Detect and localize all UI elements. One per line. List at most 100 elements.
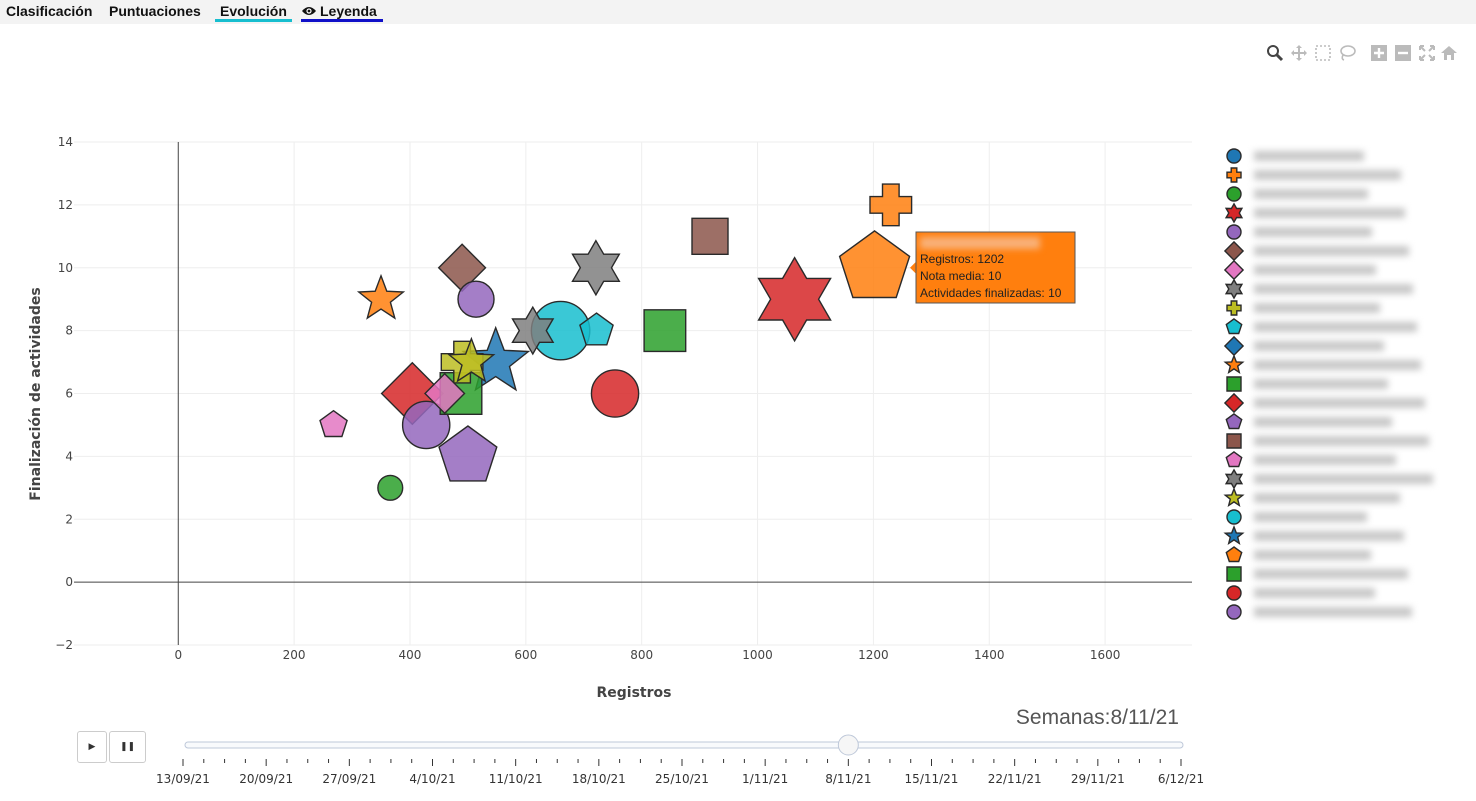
legend-symbol[interactable] xyxy=(1226,585,1242,601)
legend-symbol[interactable] xyxy=(1224,278,1244,300)
legend-label-redacted xyxy=(1254,303,1380,313)
zoom-in-icon[interactable] xyxy=(1370,44,1388,62)
legend-item[interactable] xyxy=(1226,300,1380,316)
slider-step-label[interactable]: 4/10/21 xyxy=(409,772,455,786)
legend-item[interactable] xyxy=(1225,451,1396,468)
legend-symbol[interactable] xyxy=(1225,546,1243,563)
legend-symbol[interactable] xyxy=(1223,335,1245,357)
data-point[interactable] xyxy=(438,425,498,482)
slider-step-label[interactable]: 15/11/21 xyxy=(905,772,959,786)
legend-item[interactable] xyxy=(1226,433,1429,449)
legend-item[interactable] xyxy=(1226,167,1401,183)
legend-item[interactable] xyxy=(1225,546,1371,563)
slider-step-label[interactable]: 22/11/21 xyxy=(988,772,1042,786)
legend-item[interactable] xyxy=(1223,240,1409,262)
legend-item[interactable] xyxy=(1223,524,1404,545)
data-point[interactable] xyxy=(571,239,621,297)
legend-item[interactable] xyxy=(1226,509,1367,525)
slider-step-label[interactable]: 8/11/21 xyxy=(825,772,871,786)
slider-rail[interactable] xyxy=(184,741,1184,749)
legend-symbol[interactable] xyxy=(1223,392,1245,414)
data-point[interactable] xyxy=(401,400,451,450)
legend-item[interactable] xyxy=(1224,278,1413,300)
pause-button[interactable]: ❚❚ xyxy=(109,731,146,763)
data-point[interactable] xyxy=(643,309,687,353)
slider-step-label[interactable]: 29/11/21 xyxy=(1071,772,1125,786)
data-point[interactable] xyxy=(579,312,614,346)
legend-item[interactable] xyxy=(1223,335,1384,357)
legend-item[interactable] xyxy=(1225,413,1392,430)
data-point[interactable] xyxy=(377,474,404,501)
data-point[interactable] xyxy=(356,273,406,320)
legend-symbol[interactable] xyxy=(1226,148,1242,164)
legend-item[interactable] xyxy=(1226,148,1364,164)
legend-symbol[interactable] xyxy=(1223,486,1245,507)
legend-symbol[interactable] xyxy=(1223,259,1245,281)
tab-clasificacion[interactable]: Clasificación xyxy=(6,3,93,19)
data-point[interactable] xyxy=(424,372,466,415)
zoom-icon[interactable] xyxy=(1266,44,1284,62)
legend-symbol[interactable] xyxy=(1223,524,1245,545)
data-point[interactable] xyxy=(757,256,832,343)
legend-symbol[interactable] xyxy=(1224,202,1244,224)
legend-item[interactable] xyxy=(1226,566,1408,582)
pan-icon[interactable] xyxy=(1290,44,1308,62)
legend-symbol[interactable] xyxy=(1226,604,1242,620)
legend-label-redacted xyxy=(1254,550,1371,560)
data-point[interactable] xyxy=(838,230,911,299)
legend-item[interactable] xyxy=(1223,353,1421,374)
box-select-icon[interactable] xyxy=(1314,44,1332,62)
slider-step-label[interactable]: 1/11/21 xyxy=(742,772,788,786)
tab-leyenda[interactable]: Leyenda xyxy=(301,3,383,22)
slider-step-label[interactable]: 11/10/21 xyxy=(489,772,543,786)
legend-symbol[interactable] xyxy=(1223,353,1245,374)
zoom-out-icon[interactable] xyxy=(1394,44,1412,62)
legend-item[interactable] xyxy=(1223,259,1376,281)
legend-item[interactable] xyxy=(1223,392,1425,414)
autoscale-icon[interactable] xyxy=(1418,44,1436,62)
slider-step-label[interactable]: 18/10/21 xyxy=(572,772,626,786)
lasso-icon[interactable] xyxy=(1338,44,1356,62)
legend-symbol[interactable] xyxy=(1226,509,1242,525)
legend-item[interactable] xyxy=(1226,376,1388,392)
legend-symbol[interactable] xyxy=(1226,167,1242,183)
legend-item[interactable] xyxy=(1226,186,1368,202)
data-point[interactable] xyxy=(457,280,495,318)
play-button[interactable]: ▶ xyxy=(77,731,107,763)
legend-symbol[interactable] xyxy=(1226,376,1242,392)
legend-item[interactable] xyxy=(1226,224,1372,240)
legend-item[interactable] xyxy=(1226,604,1412,620)
slider-step-label[interactable]: 6/12/21 xyxy=(1158,772,1204,786)
legend-item[interactable] xyxy=(1224,468,1433,490)
legend-symbol[interactable] xyxy=(1226,300,1242,316)
legend-item[interactable] xyxy=(1225,318,1417,335)
legend-symbol[interactable] xyxy=(1226,433,1242,449)
legend-item[interactable] xyxy=(1226,585,1375,601)
tab-puntuaciones[interactable]: Puntuaciones xyxy=(109,3,201,19)
legend-symbol[interactable] xyxy=(1225,318,1243,335)
slider-step-label[interactable]: 13/09/21 xyxy=(156,772,210,786)
slider-step-label[interactable]: 25/10/21 xyxy=(655,772,709,786)
data-point[interactable] xyxy=(511,305,555,356)
data-point[interactable] xyxy=(319,409,348,438)
legend-symbol[interactable] xyxy=(1223,240,1245,262)
legend-symbol[interactable] xyxy=(1226,186,1242,202)
legend-item[interactable] xyxy=(1223,486,1400,507)
legend-symbol[interactable] xyxy=(1225,451,1243,468)
slider-handle[interactable] xyxy=(837,734,859,756)
data-point[interactable] xyxy=(869,183,913,227)
legend-item[interactable] xyxy=(1224,202,1405,224)
data-point[interactable] xyxy=(590,369,640,418)
slider-step-label[interactable]: 27/09/21 xyxy=(322,772,376,786)
slider-step-label[interactable]: 20/09/21 xyxy=(239,772,293,786)
legend-symbol[interactable] xyxy=(1224,468,1244,490)
legend-symbol[interactable] xyxy=(1225,413,1243,430)
x-tick-label: 1600 xyxy=(1090,648,1121,662)
data-point[interactable] xyxy=(447,336,496,383)
legend-symbol[interactable] xyxy=(1226,566,1242,582)
reset-axes-icon[interactable] xyxy=(1440,44,1458,62)
data-point[interactable] xyxy=(691,217,729,256)
tab-evolucion[interactable]: Evolución xyxy=(215,3,292,22)
x-tick-label: 1200 xyxy=(858,648,889,662)
legend-symbol[interactable] xyxy=(1226,224,1242,240)
